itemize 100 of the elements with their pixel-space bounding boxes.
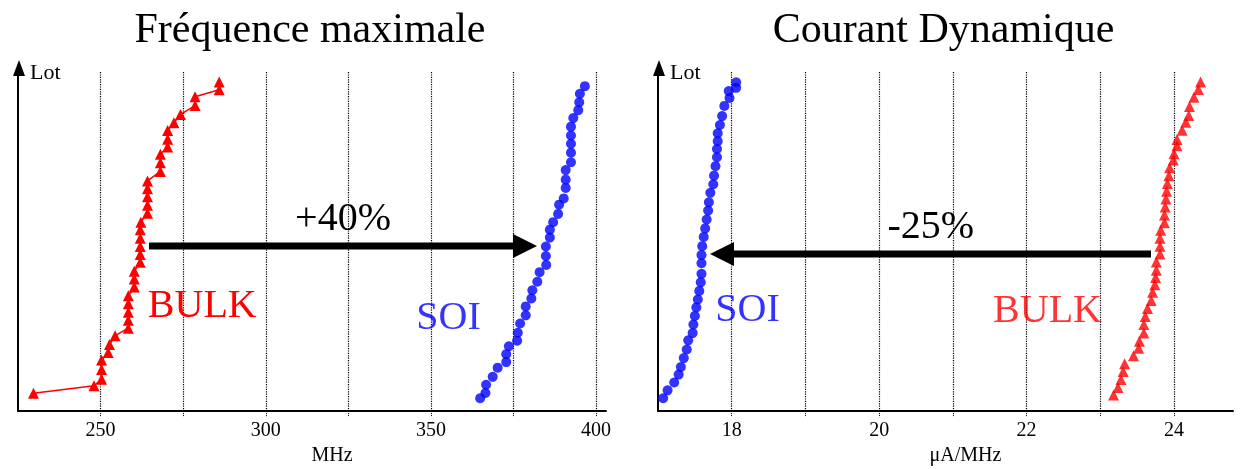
point (694, 285, 705, 296)
point (708, 179, 719, 190)
series-label: SOI (416, 292, 481, 338)
point (565, 157, 576, 168)
point (541, 259, 552, 270)
point (658, 393, 669, 404)
point (669, 377, 680, 388)
point (141, 175, 153, 187)
point (560, 174, 571, 185)
point (705, 187, 716, 198)
point (565, 130, 576, 141)
series-label: SOI (715, 284, 780, 330)
point (714, 120, 725, 130)
point (96, 354, 108, 366)
point (1127, 350, 1139, 362)
point (1138, 319, 1150, 331)
point (28, 387, 40, 399)
point (662, 385, 673, 396)
point (700, 223, 711, 234)
point (1163, 170, 1175, 182)
point (213, 76, 225, 88)
point (88, 380, 100, 392)
annotation: +40% (295, 193, 391, 239)
point (1150, 264, 1162, 276)
point (128, 265, 140, 277)
point (695, 277, 706, 288)
point (109, 330, 121, 342)
annotation: -25% (887, 201, 975, 247)
point (678, 353, 689, 364)
point (709, 170, 720, 181)
x-tick-label: 300 (250, 418, 281, 441)
point (1184, 101, 1196, 113)
point (1158, 209, 1170, 221)
point (701, 214, 712, 225)
point (719, 100, 730, 111)
point (565, 121, 576, 132)
point (534, 267, 545, 278)
point (1188, 91, 1200, 103)
point (731, 77, 742, 88)
point (1138, 327, 1150, 339)
y-axis-title: Lot (670, 58, 701, 84)
point (717, 111, 728, 122)
point (681, 344, 692, 355)
point (168, 117, 180, 129)
point (480, 388, 491, 398)
point (703, 205, 714, 216)
point (548, 217, 559, 228)
point (501, 349, 512, 360)
point (696, 250, 707, 261)
point (565, 147, 576, 158)
point (532, 276, 543, 287)
x-tick-label: 400 (581, 418, 612, 441)
x-tick-label: 18 (721, 418, 742, 441)
point (568, 113, 579, 124)
point (553, 208, 564, 219)
point (162, 125, 174, 137)
point (697, 241, 708, 252)
point (104, 339, 115, 351)
point (1195, 76, 1207, 88)
point (175, 108, 187, 120)
point (1161, 178, 1173, 190)
chart-title: Fréquence maximale (134, 5, 486, 51)
point (487, 371, 498, 382)
point (696, 268, 707, 279)
point (1119, 358, 1131, 370)
series-label: BULK (993, 285, 1103, 331)
chart-title: Courant Dynamique (772, 5, 1115, 51)
series-label: BULK (147, 281, 257, 327)
x-axis-title: MHz (311, 443, 353, 465)
point (189, 91, 201, 103)
x-axis-title: μA/MHz (929, 443, 1002, 466)
x-tick-label: 22 (1016, 418, 1037, 441)
point (683, 335, 694, 346)
point (554, 199, 565, 210)
point (96, 364, 108, 376)
point (689, 310, 700, 321)
point (540, 241, 551, 252)
point (154, 148, 166, 160)
point (712, 128, 723, 139)
point (527, 285, 538, 296)
y-axis-title: Lot (30, 58, 61, 84)
point (544, 224, 555, 235)
point (1168, 148, 1180, 160)
point (1117, 366, 1129, 378)
point (526, 293, 537, 304)
point (481, 379, 492, 390)
point (492, 362, 503, 373)
point (565, 138, 576, 149)
point (574, 88, 585, 99)
point (520, 301, 531, 312)
point (540, 251, 551, 262)
point (558, 193, 569, 204)
point (1164, 162, 1176, 174)
point (1183, 109, 1195, 121)
point (515, 318, 526, 329)
point (675, 361, 686, 372)
x-tick-label: 250 (85, 418, 116, 441)
point (1171, 133, 1183, 145)
point (560, 182, 571, 193)
x-tick-label: 20 (869, 418, 890, 441)
